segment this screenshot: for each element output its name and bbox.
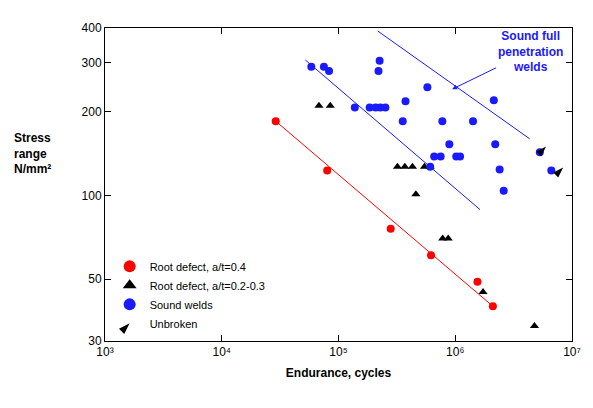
svg-text:Root defect, a/t=0.2-0.3: Root defect, a/t=0.2-0.3 (150, 280, 265, 292)
svg-text:100: 100 (82, 189, 102, 203)
svg-text:10⁵: 10⁵ (329, 345, 347, 359)
svg-text:50: 50 (88, 272, 102, 286)
svg-text:Sound fullpenetrationwelds: Sound fullpenetrationwelds (498, 29, 563, 74)
svg-text:400: 400 (82, 21, 102, 35)
svg-text:10⁶: 10⁶ (446, 345, 464, 359)
svg-text:30: 30 (88, 334, 102, 348)
svg-text:10⁴: 10⁴ (212, 345, 231, 359)
svg-text:10⁷: 10⁷ (563, 345, 581, 359)
svg-text:Sound welds: Sound welds (150, 299, 213, 311)
svg-text:Endurance, cycles: Endurance, cycles (286, 366, 392, 380)
svg-text:10³: 10³ (96, 345, 113, 359)
svg-text:Unbroken: Unbroken (150, 318, 198, 330)
svg-text:300: 300 (82, 56, 102, 70)
svg-text:Root defect, a/t=0.4: Root defect, a/t=0.4 (150, 261, 246, 273)
svg-text:StressrangeN/mm²: StressrangeN/mm² (14, 131, 51, 176)
svg-text:200: 200 (82, 105, 102, 119)
